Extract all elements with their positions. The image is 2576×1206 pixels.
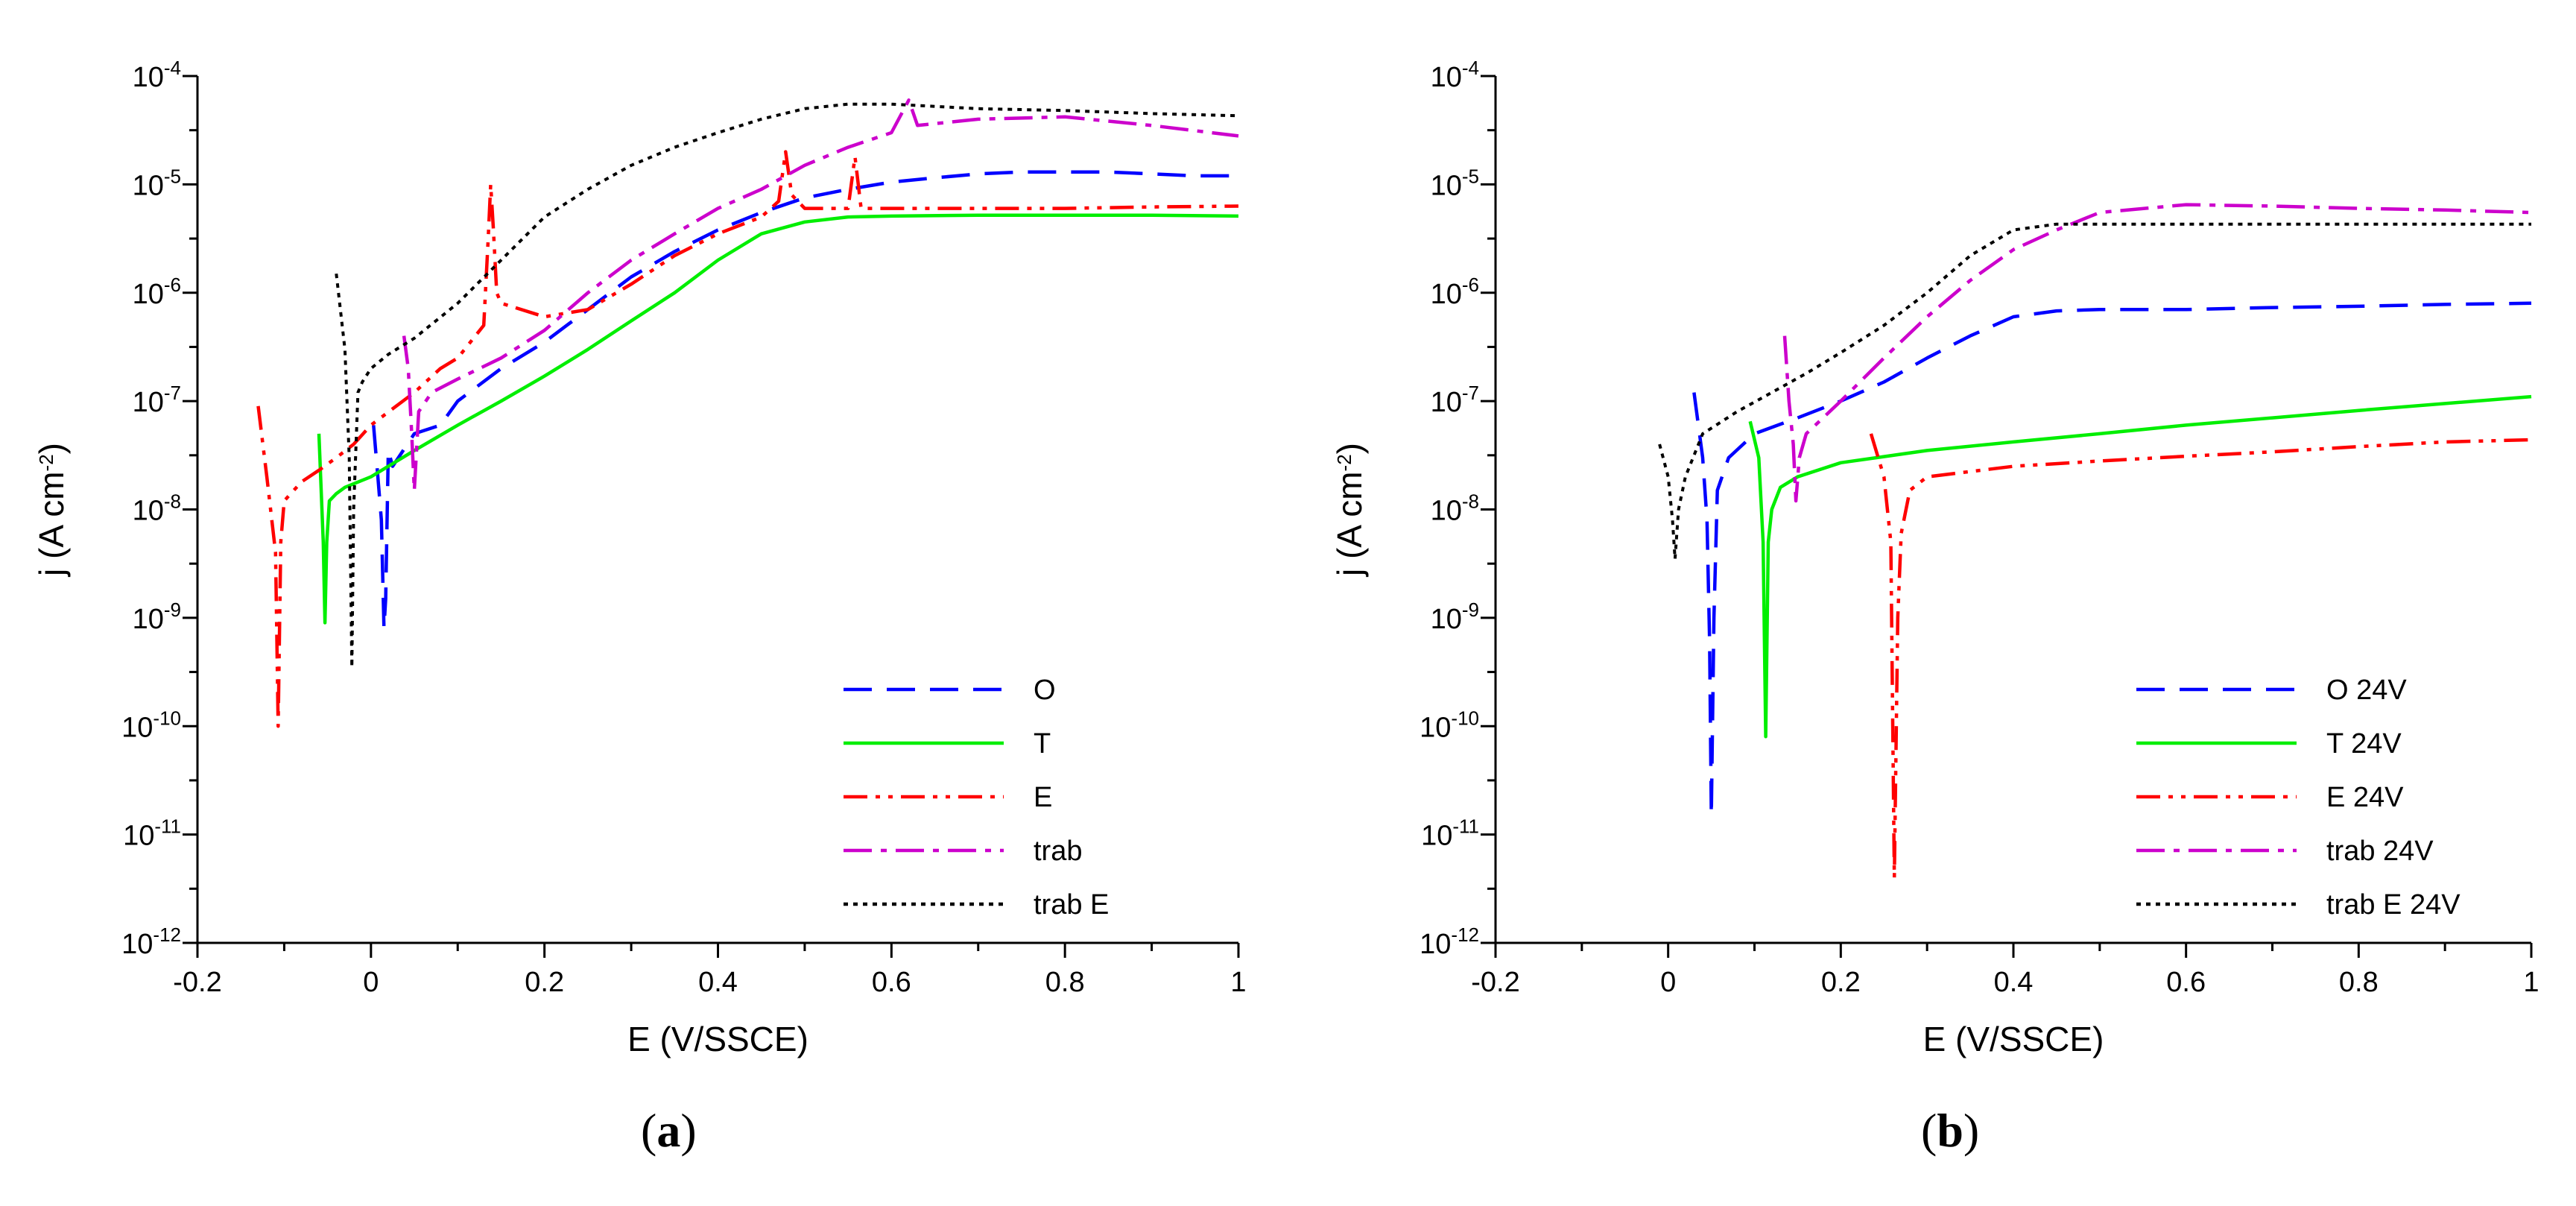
y-tick-label: 10-10	[121, 707, 181, 743]
legend-label: trab E	[1034, 889, 1109, 921]
y-tick-label: 10-4	[1431, 57, 1479, 93]
y-tick-label: 10-11	[1421, 815, 1479, 852]
x-tick-label: 0	[1660, 967, 1676, 998]
y-tick-label: 10-8	[133, 490, 181, 527]
y-tick-label: 10-9	[133, 599, 181, 635]
legend-label: trab E 24V	[2326, 889, 2461, 921]
y-tick-label: 10-4	[133, 57, 181, 93]
x-axis-title: E (V/SSCE)	[1923, 1020, 2104, 1058]
series-line-trab-e	[335, 102, 1239, 669]
x-tick-label: 0.2	[525, 967, 564, 998]
x-tick-label: 0.8	[1045, 967, 1085, 998]
x-axis-title: E (V/SSCE)	[627, 1020, 808, 1058]
series-line-t-24v	[1748, 394, 2532, 739]
series-line-o	[372, 170, 1238, 631]
x-tick-label: 0	[363, 967, 379, 998]
y-tick-label: 10-12	[121, 924, 181, 960]
y-tick-label: 10-6	[133, 274, 181, 310]
panel-label: (a)	[641, 1104, 697, 1157]
series-line-o-24v	[1692, 301, 2532, 818]
series-line-trab	[402, 98, 1239, 493]
legend-label: E 24V	[2326, 782, 2404, 813]
y-axis-title: j (A cm-2)	[32, 443, 71, 578]
chart-panel-b: -0.2 0 0.2 0.4 0.6 0.8 1 10-12 10-11 10-10 10-9 10-…	[1330, 57, 2539, 1157]
y-tick-label: 10-11	[123, 815, 181, 852]
legend-label: trab	[1034, 836, 1082, 867]
y-tick-label: 10-5	[133, 165, 181, 201]
y-tick-label: 10-10	[1420, 707, 1479, 743]
y-tick-label: 10-7	[1431, 382, 1479, 418]
y-tick-label: 10-6	[1431, 274, 1479, 310]
x-tick-label: 0.2	[1821, 967, 1861, 998]
x-tick-label: 0.6	[872, 967, 911, 998]
y-tick-label: 10-9	[1431, 599, 1479, 635]
x-tick-label: -0.2	[1471, 967, 1519, 998]
series-line-trab-e-24v	[1658, 222, 2531, 561]
panel-label: (b)	[1921, 1104, 1979, 1157]
x-tick-label: 0.4	[698, 967, 738, 998]
y-tick-label: 10-5	[1431, 165, 1479, 201]
legend-label: T	[1034, 728, 1051, 760]
legend-label: O 24V	[2326, 675, 2407, 706]
series-line-t	[317, 213, 1239, 625]
y-tick-label: 10-8	[1431, 490, 1479, 527]
x-tick-label: 0.6	[2166, 967, 2206, 998]
series-line-trab-24v	[1782, 203, 2532, 503]
y-tick-label: 10-12	[1420, 924, 1479, 960]
legend-label: T 24V	[2326, 728, 2402, 760]
y-tick-label: 10-7	[133, 382, 181, 418]
legend-label: trab 24V	[2326, 836, 2434, 867]
x-tick-label: -0.2	[173, 967, 221, 998]
chart-panel-a: -0.2 0 0.2 0.4 0.6 0.8 1 10-12 10-11 10-10 10-9 10-…	[32, 57, 1247, 1157]
legend-label: E	[1034, 782, 1052, 813]
legend-label: O	[1034, 675, 1056, 706]
series-line-e-24v	[1869, 433, 2532, 880]
y-axis-title: j (A cm-2)	[1330, 443, 1369, 578]
x-tick-label: 0.4	[1994, 967, 2034, 998]
x-tick-label: 0.8	[2339, 967, 2379, 998]
x-tick-label: 1	[1230, 967, 1246, 998]
x-tick-label: 1	[2523, 967, 2539, 998]
series-line-e	[256, 150, 1239, 728]
